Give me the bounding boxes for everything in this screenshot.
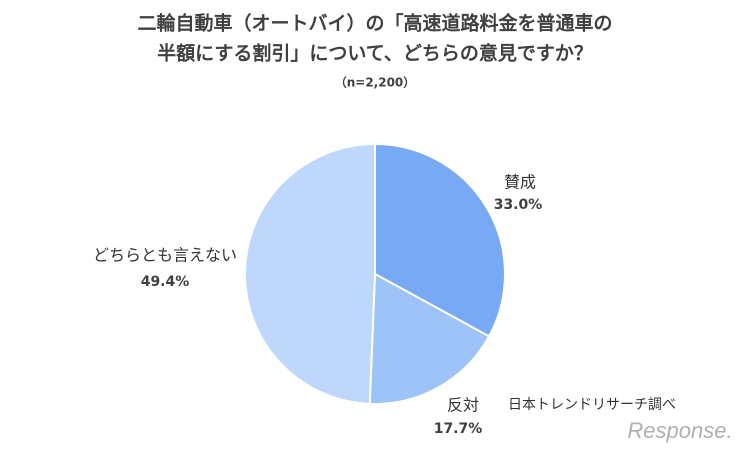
pie (244, 142, 506, 405)
source-note: 日本トレンドリサーチ調べ (508, 397, 676, 413)
category-label: 反対 (447, 396, 479, 415)
watermark: Response. (627, 418, 732, 443)
category-label: どちらとも言えない (93, 246, 237, 265)
value-label: 49.4% (141, 274, 190, 290)
value-label: 17.7% (434, 421, 483, 437)
value-label: 33.0% (494, 197, 543, 213)
pie-slice (244, 142, 376, 405)
pie-slice (374, 142, 506, 338)
chart-subtitle: （n=2,200） (335, 75, 416, 90)
chart-title: 半額にする割引」について、どちらの意見ですか？ (157, 42, 593, 65)
category-label: 賛成 (504, 173, 536, 192)
chart-title: 二輪自動車（オートバイ）の「高速道路料金を普通車の (137, 12, 612, 35)
pie-slice (368, 272, 491, 405)
